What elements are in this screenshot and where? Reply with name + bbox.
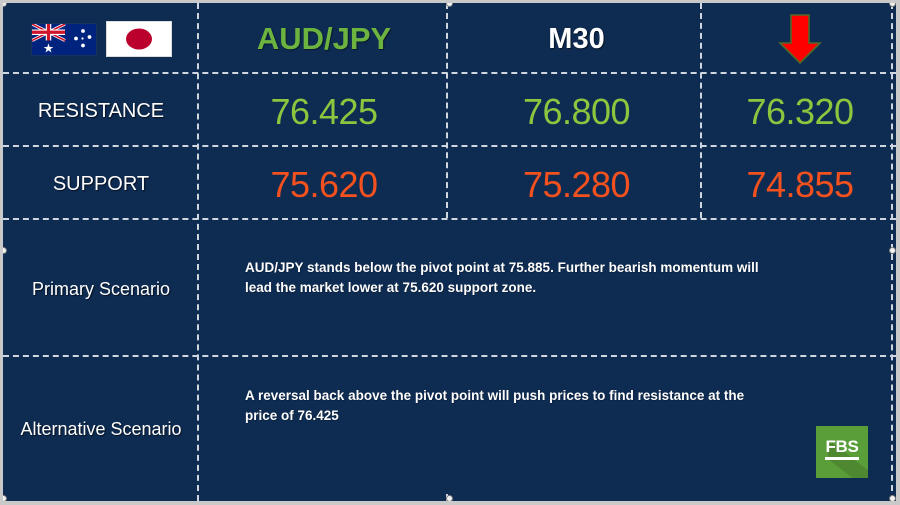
- australia-flag-icon: [30, 22, 97, 56]
- resize-handle-middle-right[interactable]: [889, 247, 896, 254]
- pair-cell: AUD/JPY: [199, 3, 449, 75]
- trend-cell: [704, 3, 896, 75]
- primary-scenario-label-cell: Primary Scenario: [3, 221, 199, 358]
- alternative-scenario-label-cell: Alternative Scenario: [3, 358, 199, 501]
- fbs-logo-text: FBS: [825, 437, 859, 456]
- support-label: SUPPORT: [52, 173, 150, 195]
- resistance-value-1: 76.425: [270, 90, 378, 132]
- alternative-scenario-label: Alternative Scenario: [20, 419, 182, 440]
- resistance-value-3-cell: 76.320: [704, 75, 896, 148]
- resize-handle-top-left[interactable]: [3, 3, 7, 7]
- alternative-scenario-text-cell: A reversal back above the pivot point wi…: [199, 358, 896, 501]
- support-value-1: 75.620: [270, 163, 378, 205]
- resistance-label-cell: RESISTANCE: [3, 75, 199, 148]
- timeframe-label: M30: [548, 22, 605, 55]
- resize-handle-top-right[interactable]: [889, 3, 896, 7]
- primary-scenario-text-cell: AUD/JPY stands below the pivot point at …: [199, 221, 896, 358]
- support-value-2: 75.280: [522, 163, 631, 205]
- alternative-scenario-text: A reversal back above the pivot point wi…: [245, 388, 745, 423]
- support-value-3: 74.855: [746, 163, 854, 205]
- support-value-2-cell: 75.280: [449, 148, 704, 221]
- primary-scenario-label: Primary Scenario: [31, 279, 171, 300]
- resistance-value-2-cell: 76.800: [449, 75, 704, 148]
- japan-flag-disc: [125, 28, 152, 50]
- fbs-logo-underline: [825, 457, 859, 460]
- resize-handle-bottom-center[interactable]: [446, 495, 453, 501]
- resize-handle-bottom-right[interactable]: [889, 495, 896, 501]
- resize-handle-bottom-left[interactable]: [3, 495, 7, 501]
- resize-handle-middle-left[interactable]: [3, 247, 7, 254]
- resistance-value-3: 76.320: [746, 90, 854, 132]
- australia-flag-svg: [31, 23, 96, 55]
- flags-cell: [3, 3, 199, 75]
- levels-table: AUD/JPY M30 RESISTANCE 76.425 76.800 76.…: [3, 3, 896, 501]
- timeframe-cell: M30: [449, 3, 704, 75]
- resize-handle-top-center[interactable]: [446, 3, 453, 7]
- support-value-1-cell: 75.620: [199, 148, 449, 221]
- support-label-cell: SUPPORT: [3, 148, 199, 221]
- arrow-down-icon: [778, 14, 822, 65]
- fbs-logo: FBS: [816, 426, 868, 478]
- support-value-3-cell: 74.855: [704, 148, 896, 221]
- resistance-value-2: 76.800: [522, 90, 631, 132]
- resistance-value-1-cell: 76.425: [199, 75, 449, 148]
- resistance-label: RESISTANCE: [37, 100, 165, 122]
- japan-flag-icon: [105, 21, 172, 57]
- currency-pair-title: AUD/JPY: [256, 21, 392, 56]
- primary-scenario-text: AUD/JPY stands below the pivot point at …: [245, 260, 759, 295]
- flags-group: [30, 21, 172, 57]
